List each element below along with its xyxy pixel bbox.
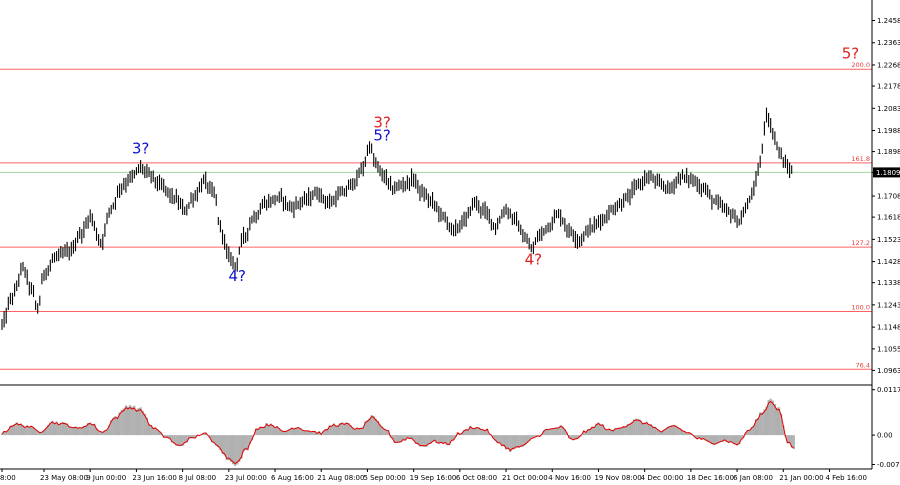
oscillator-tick-label: -0.00759 [877, 461, 900, 469]
time-tick-label: 5 Sep 00:00 [363, 474, 405, 482]
time-tick-label: 21 Aug 08:00 [317, 474, 364, 482]
wave-labels-layer: 3?4?3?5?4?5? [132, 45, 859, 285]
time-tick-label: 8:00 [0, 474, 16, 482]
wave-label: 3? [132, 139, 150, 157]
time-tick-label: 23 Jul 00:00 [225, 474, 267, 482]
price-tick-label: 1.2178 [877, 83, 900, 91]
time-tick-label: 4 Feb 16:00 [825, 474, 866, 482]
price-tick-label: 1.1988 [877, 127, 900, 135]
fib-level-label: 161.8 [851, 155, 870, 163]
price-series-layer [1, 107, 793, 330]
fib-level-label: 76.4 [856, 361, 870, 369]
fib-level-label: 200.0 [851, 61, 870, 69]
price-tick-label: 1.0963 [877, 367, 900, 375]
oscillator-signal-line [1, 400, 795, 465]
time-tick-label: 4 Dec 00:00 [641, 474, 684, 482]
price-tick-label: 1.1618 [877, 214, 900, 222]
time-tick-label: 23 May 08:00 [40, 474, 88, 482]
time-tick-label: 6 Jan 08:00 [733, 474, 773, 482]
price-tick-label: 1.2363 [877, 39, 900, 47]
time-tick-label: 19 Sep 16:00 [410, 474, 457, 482]
time-tick-label: 6 Aug 16:00 [271, 474, 314, 482]
price-tick-label: 1.2083 [877, 105, 900, 113]
fib-level-label: 100.0 [851, 303, 870, 311]
price-tick-label: 1.1428 [877, 258, 900, 266]
price-tick-label: 1.2458 [877, 17, 900, 25]
time-tick-label: 21 Jan 00:00 [779, 474, 823, 482]
time-tick-label: 21 Oct 00:00 [502, 474, 548, 482]
price-tick-label: 1.1898 [877, 148, 900, 156]
price-tick-label: 1.1055 [877, 345, 900, 353]
time-tick-label: 18 Dec 16:00 [687, 474, 734, 482]
time-tick-label: 19 Nov 08:00 [594, 474, 641, 482]
time-tick-label: 6 Oct 08:00 [456, 474, 497, 482]
current-price-label: 1.1809 [876, 169, 900, 177]
time-tick-label: 9 Jun 00:00 [86, 474, 126, 482]
time-tick-label: 4 Nov 16:00 [548, 474, 591, 482]
price-tick-label: 1.1148 [877, 324, 900, 332]
wave-label: 5? [373, 127, 391, 145]
price-tick-label: 1.2268 [877, 61, 900, 69]
wave-label: 3? [373, 114, 391, 132]
price-tick-label: 1.1523 [877, 236, 900, 244]
time-tick-label: 23 Jun 16:00 [132, 474, 176, 482]
time-tick-label: 8 Jul 08:00 [179, 474, 217, 482]
oscillator-tick-label: 0.01174 [877, 386, 900, 394]
fib-level-label: 127.2 [851, 239, 870, 247]
price-tick-label: 1.1243 [877, 301, 900, 309]
price-tick-label: 1.1338 [877, 279, 900, 287]
wave-label: 5? [842, 45, 860, 63]
price-tick-label: 1.1708 [877, 193, 900, 201]
wave-label: 4? [525, 251, 543, 269]
oscillator-tick-label: 0.00 [877, 432, 893, 440]
oscillator-panel [0, 384, 872, 466]
current-price-box [873, 167, 900, 178]
wave-label: 4? [228, 267, 246, 285]
